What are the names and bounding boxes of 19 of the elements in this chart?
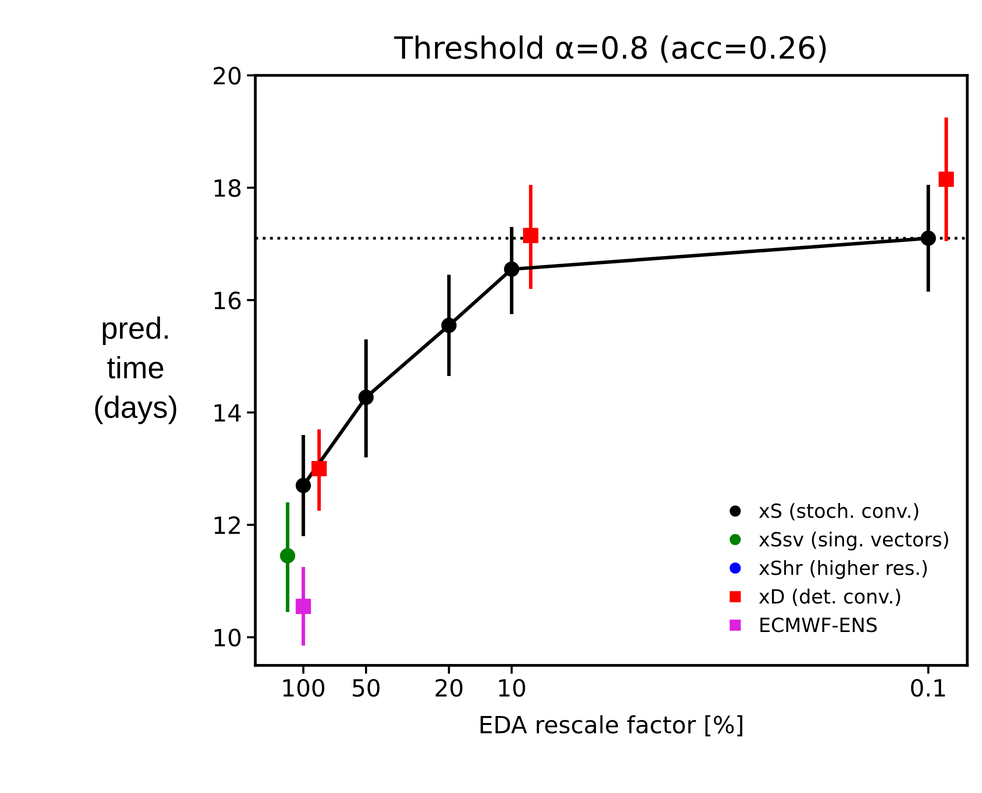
- y-axis-title: pred. time (days): [95, 316, 176, 424]
- legend-label: xD (det. conv.): [759, 588, 900, 606]
- legend-label: xSsv (sing. vectors): [759, 532, 948, 550]
- y-tick-label: 12: [214, 516, 240, 534]
- legend-label: xShr (higher res.): [759, 560, 927, 579]
- y-tick-label: 16: [214, 292, 241, 310]
- y-tick-label: 20: [214, 66, 241, 85]
- x-tick-label: 0.1: [911, 678, 945, 697]
- y-tick-label: 10: [214, 628, 241, 647]
- legend-label: xS (stoch. conv.): [759, 503, 918, 520]
- legend-label: ECMWF-ENS: [760, 618, 877, 632]
- x-axis-title: EDA rescale factor [%]: [480, 715, 742, 736]
- y-tick-label: 14: [214, 404, 241, 422]
- y-tick-label: 18: [214, 179, 241, 198]
- chart-title: Threshold α=0.8 (acc=0.26): [394, 35, 826, 63]
- x-tick-label: 10: [499, 678, 526, 697]
- x-tick-label: 100: [283, 678, 324, 697]
- x-tick-label: 50: [352, 678, 380, 697]
- x-tick-label: 20: [436, 678, 462, 697]
